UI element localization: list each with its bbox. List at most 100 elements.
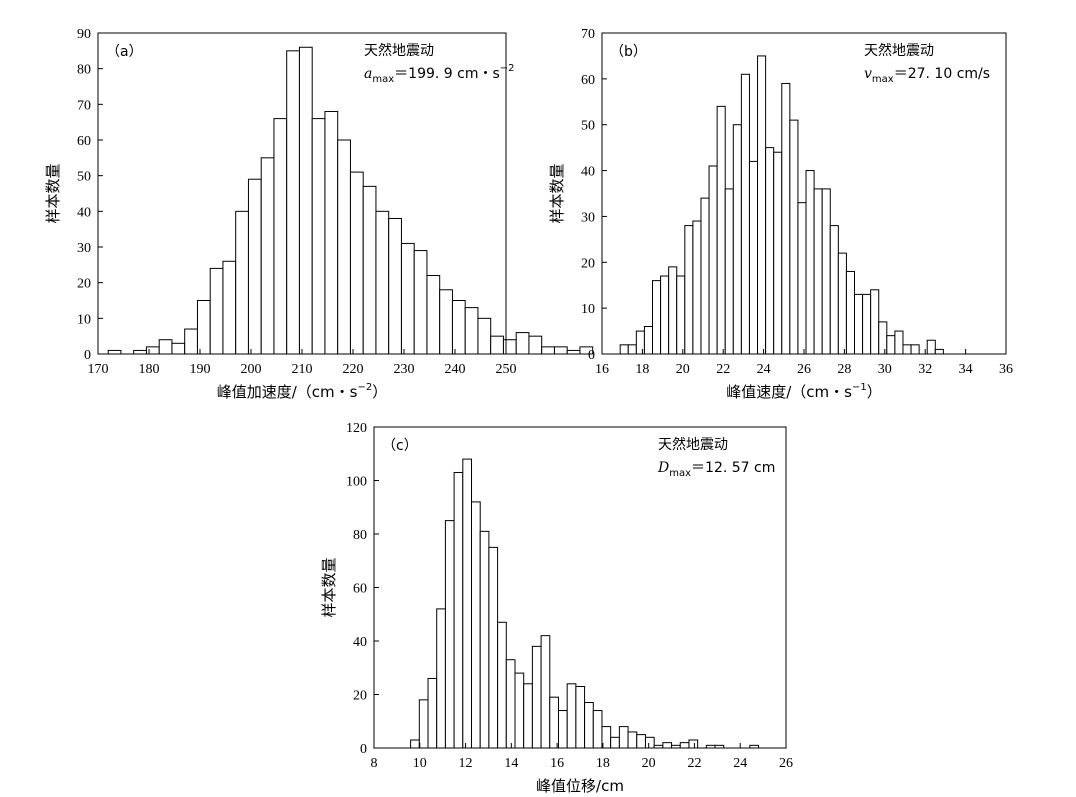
histogram-bar bbox=[133, 349, 147, 355]
histogram-bar bbox=[662, 742, 673, 749]
histogram-bar bbox=[410, 739, 420, 749]
annotation-symbol: D bbox=[657, 460, 669, 476]
histogram-bar bbox=[418, 699, 429, 749]
histogram-bar bbox=[171, 342, 186, 355]
x-tick-label: 220 bbox=[343, 362, 364, 377]
annotation-subscript: max bbox=[669, 468, 691, 479]
histogram-bar bbox=[592, 710, 603, 749]
annotation-title: 天然地震动 bbox=[864, 42, 934, 59]
histogram-bar bbox=[636, 734, 646, 749]
histogram-bar bbox=[845, 270, 855, 355]
y-tick-label: 90 bbox=[77, 27, 91, 42]
x-tick-label: 36 bbox=[999, 362, 1013, 377]
histogram-bar bbox=[184, 328, 198, 355]
y-tick-label: 80 bbox=[353, 528, 367, 543]
histogram-bar bbox=[716, 105, 726, 355]
y-tick-label: 70 bbox=[77, 98, 91, 113]
histogram-bar bbox=[444, 520, 455, 749]
histogram-bar bbox=[575, 685, 586, 749]
histogram-bar bbox=[497, 621, 507, 749]
annotation-exponent: −2 bbox=[500, 63, 515, 74]
x-tick-label: 200 bbox=[241, 362, 262, 377]
x-tick-label: 22 bbox=[716, 362, 730, 377]
x-tick-label: 230 bbox=[394, 362, 415, 377]
histogram-bar bbox=[549, 696, 559, 749]
histogram-bar bbox=[464, 307, 479, 355]
histogram-bar bbox=[337, 139, 351, 355]
x-axis-label-close: ） bbox=[372, 383, 387, 401]
histogram-bar bbox=[724, 188, 734, 355]
y-tick-label: 40 bbox=[353, 635, 367, 650]
x-axis-label: 峰值加速度/（cm・s−2） bbox=[217, 382, 388, 401]
histogram-bar bbox=[926, 339, 936, 355]
y-axis-label: 样本数量 bbox=[320, 557, 338, 617]
histogram-bar bbox=[514, 672, 525, 749]
histogram-bar bbox=[676, 275, 686, 355]
histogram-bar bbox=[643, 325, 653, 355]
x-tick-label: 16 bbox=[550, 756, 564, 771]
y-tick-label: 80 bbox=[77, 63, 91, 78]
x-tick-label: 26 bbox=[779, 756, 793, 771]
x-tick-label: 20 bbox=[676, 362, 690, 377]
histogram-bar bbox=[540, 635, 551, 749]
histogram-bar bbox=[619, 344, 629, 355]
histogram-bar bbox=[627, 344, 637, 355]
y-tick-label: 20 bbox=[353, 689, 367, 704]
y-tick-label: 10 bbox=[77, 312, 91, 327]
histogram-bar bbox=[813, 188, 823, 355]
y-tick-label: 0 bbox=[360, 742, 367, 757]
histogram-bar bbox=[635, 330, 645, 355]
histogram-bar bbox=[805, 170, 815, 355]
histogram-bar bbox=[158, 339, 173, 355]
x-axis-label-text: 峰值速度/（cm・s bbox=[726, 383, 852, 401]
histogram-bar bbox=[502, 339, 517, 355]
histogram-bar bbox=[627, 731, 638, 749]
y-axis-label: 样本数量 bbox=[548, 163, 566, 223]
y-axis-label: 样本数量 bbox=[44, 163, 62, 223]
histogram-bar bbox=[708, 165, 718, 355]
histogram-bar bbox=[748, 160, 759, 355]
histogram-bar bbox=[324, 110, 339, 355]
histogram-bar bbox=[584, 702, 594, 749]
annotation-title: 天然地震动 bbox=[658, 436, 728, 453]
y-tick-label: 50 bbox=[581, 119, 595, 134]
x-tick-label: 20 bbox=[642, 756, 656, 771]
panel-label: （a） bbox=[106, 44, 143, 60]
histogram-bar bbox=[870, 289, 880, 355]
histogram-bar bbox=[757, 55, 767, 355]
histogram-bar bbox=[515, 332, 530, 355]
x-tick-label: 30 bbox=[878, 362, 892, 377]
x-tick-label: 24 bbox=[733, 756, 747, 771]
histogram-bar bbox=[553, 346, 568, 355]
annotation-value: ＝199. 9 cm・s bbox=[394, 66, 500, 82]
annotation-value: ＝12. 57 cm bbox=[691, 460, 775, 476]
panel-label: （c） bbox=[382, 438, 418, 454]
histogram-bar bbox=[878, 321, 888, 355]
histogram-bar bbox=[260, 157, 275, 355]
y-tick-label: 30 bbox=[581, 210, 595, 225]
x-tick-label: 210 bbox=[292, 362, 313, 377]
histogram-bar bbox=[765, 147, 775, 355]
histogram-bar bbox=[894, 330, 904, 355]
x-tick-label: 14 bbox=[504, 756, 518, 771]
histogram-bar bbox=[644, 736, 655, 749]
x-tick-label: 10 bbox=[413, 756, 427, 771]
y-tick-label: 120 bbox=[346, 421, 367, 436]
histogram-bar bbox=[362, 185, 377, 355]
histogram-bar bbox=[488, 546, 499, 749]
x-axis-label-exponent: −1 bbox=[852, 382, 867, 393]
histogram-bar bbox=[479, 530, 490, 749]
histogram-bar bbox=[854, 293, 864, 355]
histogram-bar bbox=[557, 710, 568, 749]
annotation-peak: amax＝199. 9 cm・s−2 bbox=[364, 63, 515, 85]
histogram-bar bbox=[436, 608, 446, 749]
y-tick-label: 20 bbox=[77, 277, 91, 292]
histogram-bar bbox=[902, 344, 912, 355]
histogram-bar bbox=[688, 739, 699, 749]
histogram-bar bbox=[679, 742, 690, 749]
y-tick-label: 10 bbox=[581, 302, 595, 317]
histogram-bar bbox=[732, 124, 742, 355]
histogram-bar bbox=[837, 252, 847, 355]
x-tick-label: 180 bbox=[139, 362, 160, 377]
histogram-bar bbox=[196, 300, 211, 355]
